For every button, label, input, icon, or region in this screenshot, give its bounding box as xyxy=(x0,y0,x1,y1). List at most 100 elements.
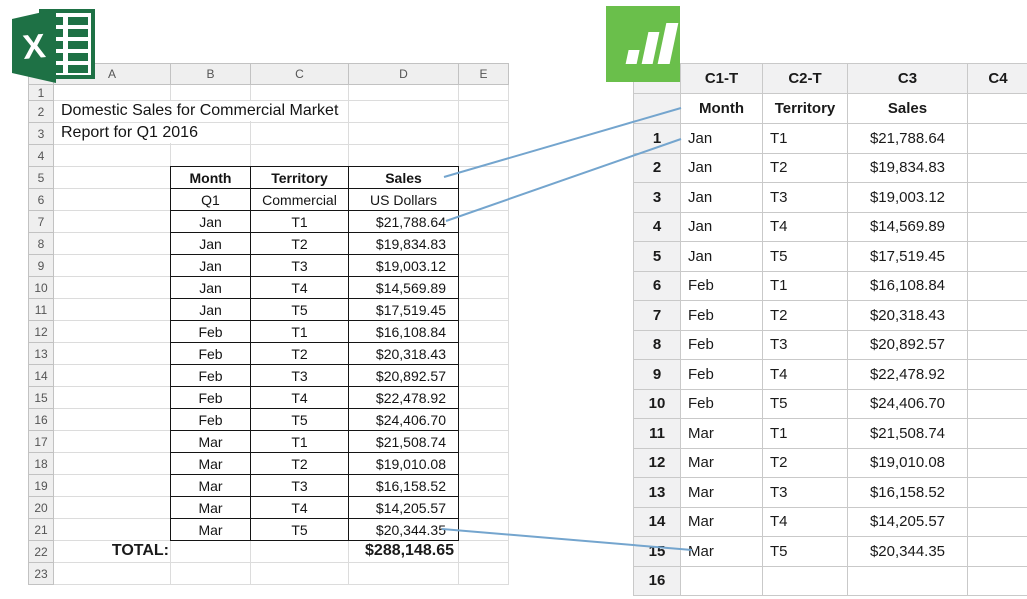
territory-cell[interactable]: T5 xyxy=(251,299,349,321)
empty-cell[interactable] xyxy=(968,124,1027,154)
sheet-cell[interactable] xyxy=(349,145,459,167)
month-cell[interactable]: Feb xyxy=(681,271,763,301)
sales-cell[interactable]: $19,003.12 xyxy=(349,255,459,277)
sales-cell[interactable]: $17,519.45 xyxy=(349,299,459,321)
sheet-cell[interactable] xyxy=(251,145,349,167)
sheet-cell[interactable] xyxy=(54,321,171,343)
territory-cell[interactable]: T5 xyxy=(763,242,848,272)
territory-cell[interactable]: T1 xyxy=(763,419,848,449)
sheet-cell[interactable] xyxy=(171,145,251,167)
empty-cell[interactable] xyxy=(968,271,1027,301)
sheet-cell[interactable] xyxy=(459,519,509,541)
row-number-2[interactable]: 2 xyxy=(634,153,681,183)
row-header-19[interactable]: 19 xyxy=(29,475,54,497)
territory-cell[interactable]: T3 xyxy=(251,365,349,387)
sales-cell[interactable]: $21,508.74 xyxy=(848,419,968,449)
empty-cell[interactable] xyxy=(681,566,763,596)
sales-cell[interactable]: $20,344.35 xyxy=(848,537,968,567)
row-header-6[interactable]: 6 xyxy=(29,189,54,211)
territory-cell[interactable]: T2 xyxy=(251,453,349,475)
sheet-cell[interactable] xyxy=(54,255,171,277)
empty-cell[interactable] xyxy=(968,478,1027,508)
month-cell[interactable]: Feb xyxy=(681,360,763,390)
territory-cell[interactable]: T1 xyxy=(251,321,349,343)
territory-cell[interactable]: T2 xyxy=(251,343,349,365)
sheet-cell[interactable] xyxy=(459,145,509,167)
sheet-cell[interactable] xyxy=(349,541,459,563)
month-cell[interactable]: Feb xyxy=(681,301,763,331)
month-cell[interactable]: Feb xyxy=(171,387,251,409)
sales-cell[interactable]: $14,205.57 xyxy=(349,497,459,519)
sheet-cell[interactable] xyxy=(459,409,509,431)
sheet-cell[interactable] xyxy=(54,409,171,431)
month-cell[interactable]: Mar xyxy=(681,478,763,508)
month-cell[interactable]: Feb xyxy=(681,389,763,419)
sales-cell[interactable]: $19,834.83 xyxy=(848,153,968,183)
sales-cell[interactable]: $16,108.84 xyxy=(848,271,968,301)
sales-cell[interactable]: $20,318.43 xyxy=(349,343,459,365)
row-number-13[interactable]: 13 xyxy=(634,478,681,508)
empty-cell[interactable] xyxy=(968,153,1027,183)
territory-cell[interactable]: T1 xyxy=(763,271,848,301)
variable-name-territory[interactable]: Territory xyxy=(763,94,848,124)
sheet-cell[interactable] xyxy=(54,365,171,387)
month-cell[interactable]: Mar xyxy=(171,431,251,453)
sales-cell[interactable]: $20,318.43 xyxy=(848,301,968,331)
territory-cell[interactable]: T4 xyxy=(251,387,349,409)
month-cell[interactable]: Jan xyxy=(681,124,763,154)
territory-cell[interactable]: T3 xyxy=(763,478,848,508)
month-cell[interactable]: Jan xyxy=(171,255,251,277)
month-cell[interactable]: Feb xyxy=(171,365,251,387)
column-header-e[interactable]: E xyxy=(459,64,509,85)
variable-name-sales[interactable]: Sales xyxy=(848,94,968,124)
sales-cell[interactable]: $22,478.92 xyxy=(349,387,459,409)
sheet-cell[interactable] xyxy=(459,453,509,475)
row-number-6[interactable]: 6 xyxy=(634,271,681,301)
row-header-20[interactable]: 20 xyxy=(29,497,54,519)
row-header-1[interactable]: 1 xyxy=(29,85,54,101)
sheet-cell[interactable] xyxy=(459,541,509,563)
row-header-7[interactable]: 7 xyxy=(29,211,54,233)
empty-cell[interactable] xyxy=(968,212,1027,242)
sheet-cell[interactable] xyxy=(54,299,171,321)
month-cell[interactable]: Jan xyxy=(171,233,251,255)
month-cell[interactable]: Jan xyxy=(681,242,763,272)
row-number-5[interactable]: 5 xyxy=(634,242,681,272)
sheet-cell[interactable] xyxy=(459,101,509,123)
row-header-15[interactable]: 15 xyxy=(29,387,54,409)
row-header-14[interactable]: 14 xyxy=(29,365,54,387)
variable-name-month[interactable]: Month xyxy=(681,94,763,124)
sales-cell[interactable]: $14,569.89 xyxy=(848,212,968,242)
month-cell[interactable]: Mar xyxy=(171,453,251,475)
sales-cell[interactable]: $17,519.45 xyxy=(848,242,968,272)
territory-cell[interactable]: T5 xyxy=(251,519,349,541)
territory-cell[interactable]: T5 xyxy=(763,389,848,419)
month-cell[interactable]: Mar xyxy=(681,507,763,537)
sales-cell[interactable]: $19,834.83 xyxy=(349,233,459,255)
month-cell[interactable]: Jan xyxy=(171,299,251,321)
row-number-15[interactable]: 15 xyxy=(634,537,681,567)
month-cell[interactable]: Jan xyxy=(681,153,763,183)
sheet-cell[interactable] xyxy=(171,541,251,563)
row-number-7[interactable]: 7 xyxy=(634,301,681,331)
sheet-cell[interactable] xyxy=(459,233,509,255)
month-cell[interactable]: Mar xyxy=(681,419,763,449)
month-cell[interactable]: Mar xyxy=(171,475,251,497)
sales-cell[interactable]: $20,344.35 xyxy=(349,519,459,541)
row-header-21[interactable]: 21 xyxy=(29,519,54,541)
empty-cell[interactable] xyxy=(968,566,1027,596)
row-number-10[interactable]: 10 xyxy=(634,389,681,419)
sheet-cell[interactable] xyxy=(459,167,509,189)
row-header-9[interactable]: 9 xyxy=(29,255,54,277)
row-number-1[interactable]: 1 xyxy=(634,124,681,154)
row-header-3[interactable]: 3 xyxy=(29,123,54,145)
row-header-5[interactable]: 5 xyxy=(29,167,54,189)
row-number-16[interactable]: 16 xyxy=(634,566,681,596)
row-header-12[interactable]: 12 xyxy=(29,321,54,343)
territory-cell[interactable]: T2 xyxy=(251,233,349,255)
column-header-b[interactable]: B xyxy=(171,64,251,85)
sales-cell[interactable]: $19,010.08 xyxy=(349,453,459,475)
empty-cell[interactable] xyxy=(968,301,1027,331)
row-number-11[interactable]: 11 xyxy=(634,419,681,449)
sheet-cell[interactable] xyxy=(54,387,171,409)
